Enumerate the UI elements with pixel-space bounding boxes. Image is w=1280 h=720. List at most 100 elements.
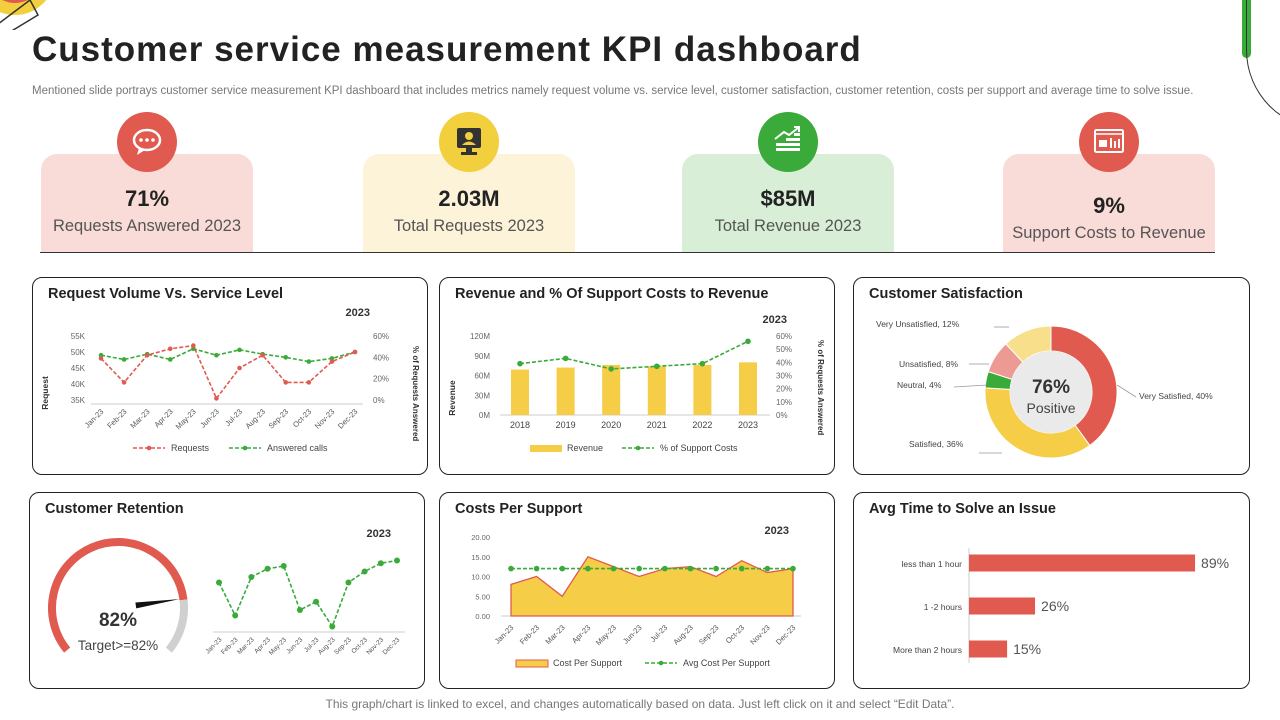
kpi-label: Support Costs to Revenue xyxy=(1012,224,1206,242)
corner-decoration xyxy=(0,0,47,30)
legend-marker xyxy=(658,660,664,666)
panel-avg-time[interactable]: Avg Time to Solve an Issue less than 1 h… xyxy=(853,492,1250,689)
x-tick-label: Jan-23 xyxy=(83,407,106,430)
x-tick-label: Oct-23 xyxy=(724,623,746,645)
value-label: 89% xyxy=(1201,555,1229,571)
bar xyxy=(969,640,1008,658)
y-tick-label: 45K xyxy=(71,364,86,373)
data-point xyxy=(191,343,196,348)
data-point xyxy=(313,598,320,605)
donut-center xyxy=(1010,351,1092,433)
year-label: 2023 xyxy=(765,525,789,537)
data-point xyxy=(687,565,694,572)
x-tick-label: Sep-23 xyxy=(697,623,720,646)
page-subtitle: Mentioned slide portrays customer servic… xyxy=(32,85,1194,97)
panel-customer-satisfaction[interactable]: Customer Satisfaction 76% Positive Very Sa… xyxy=(853,277,1250,475)
x-tick-label: Sep-23 xyxy=(267,407,290,430)
data-point xyxy=(608,366,614,372)
data-point xyxy=(283,355,289,360)
bar xyxy=(602,364,621,415)
x-tick-label: Jun-23 xyxy=(285,636,304,655)
y2-tick-label: 10% xyxy=(776,398,792,407)
chart-svg: 2023 0M 30M 60M 90M 120M 0% 10% 20% 30% 40% 50% 60% R… xyxy=(447,314,825,453)
panel-request-volume[interactable]: Request Volume Vs. Service Level 2023 35K… xyxy=(32,277,428,475)
chart-svg: 76% Positive Very Satisfied, 40% Satisfied,… xyxy=(876,319,1213,459)
x-tick-label: Jun-23 xyxy=(621,623,644,646)
data-point xyxy=(738,565,745,572)
category-label: More than 2 hours xyxy=(893,645,962,655)
leader-line xyxy=(953,384,988,388)
y-axis-label: Request xyxy=(40,376,50,410)
year-label: 2023 xyxy=(346,307,370,319)
panel-title: Customer Retention xyxy=(45,501,184,517)
data-point xyxy=(377,560,384,567)
data-point xyxy=(517,360,523,367)
x-tick-label: 2018 xyxy=(510,420,530,430)
x-tick-label: Jul-23 xyxy=(223,407,244,428)
data-point xyxy=(306,359,312,364)
data-point xyxy=(306,380,312,385)
data-point xyxy=(585,565,591,572)
center-label: Positive xyxy=(1026,400,1075,416)
category-label: 1 -2 hours xyxy=(924,602,962,612)
footer-note: This graph/chart is linked to excel, and… xyxy=(325,697,955,711)
y-tick-label: 120M xyxy=(470,332,490,341)
panel-title: Costs Per Support xyxy=(455,501,583,517)
y-tick-label: 0.00 xyxy=(475,612,490,621)
bar xyxy=(556,367,575,415)
data-point xyxy=(790,565,796,572)
x-tick-label: Mar-23 xyxy=(236,636,256,656)
data-point xyxy=(345,579,352,586)
panel-title: Request Volume Vs. Service Level xyxy=(48,286,284,302)
growth-chart-icon xyxy=(758,112,818,172)
gauge-arc xyxy=(48,538,188,653)
panel-customer-retention[interactable]: Customer Retention 82% Target>=82% 2023 Jan… xyxy=(29,492,425,689)
bar xyxy=(647,366,666,415)
legend-label: Avg Cost Per Support xyxy=(683,658,770,668)
panel-costs-per-support[interactable]: Costs Per Support 2023 0.00 5.00 10.00 15.00… xyxy=(439,492,835,689)
x-tick-label: Feb-23 xyxy=(518,623,541,646)
gauge-arc xyxy=(165,599,188,653)
bar xyxy=(693,364,712,415)
y-tick-label: 40K xyxy=(71,380,86,389)
x-tick-label: Nov-23 xyxy=(748,623,771,646)
data-point xyxy=(144,352,150,358)
y2-tick-label: 0% xyxy=(373,396,385,405)
y2-tick-label: 20% xyxy=(776,385,792,394)
slice-label: Satisfied, 36% xyxy=(909,439,964,449)
data-point xyxy=(121,380,127,385)
data-point xyxy=(508,565,514,572)
y-tick-label: 50K xyxy=(71,348,86,357)
series-line xyxy=(100,347,356,363)
x-tick-label: Apr-23 xyxy=(570,623,592,645)
chart-svg: 2023 35K 40K 45K 50K 55K 0% 20% 40% 60% Request % o… xyxy=(40,307,420,453)
kpi-card-total-requests[interactable]: 2.03M Total Requests 2023 xyxy=(363,112,575,252)
chart-svg: less than 1 hour 89% 1 -2 hours 26% More tha… xyxy=(893,548,1229,663)
data-point xyxy=(283,380,289,385)
x-tick-label: Jun-23 xyxy=(198,407,221,430)
kpi-label: Requests Answered 2023 xyxy=(52,217,242,235)
x-tick-label: Oct-23 xyxy=(291,407,313,429)
category-label: less than 1 hour xyxy=(902,559,963,569)
slice-label: Very Unsatisfied, 12% xyxy=(876,319,960,329)
kpi-card-total-revenue[interactable]: $85M Total Revenue 2023 xyxy=(682,112,894,252)
kpi-card-support-costs[interactable]: 9% Support Costs to Revenue xyxy=(1003,112,1215,252)
x-tick-label: May-23 xyxy=(174,407,198,431)
kpi-card-requests-answered[interactable]: 71% Requests Answered 2023 xyxy=(41,112,253,252)
data-point xyxy=(559,565,566,572)
data-point xyxy=(280,563,287,569)
data-point xyxy=(636,565,642,572)
data-point xyxy=(214,352,219,358)
y-tick-label: 15.00 xyxy=(471,553,490,562)
legend-swatch xyxy=(515,659,549,668)
x-tick-label: 2023 xyxy=(738,420,758,430)
panel-title: Revenue and % Of Support Costs to Revenu… xyxy=(455,286,769,302)
legend-label: Revenue xyxy=(567,443,603,453)
data-point xyxy=(361,568,368,575)
bar xyxy=(739,362,757,415)
x-tick-label: Mar-23 xyxy=(544,623,567,646)
kpi-label: Total Revenue 2023 xyxy=(714,217,862,235)
data-point xyxy=(394,557,400,564)
x-tick-label: Aug-23 xyxy=(671,623,694,646)
panel-revenue[interactable]: Revenue and % Of Support Costs to Revenu… xyxy=(439,277,835,475)
